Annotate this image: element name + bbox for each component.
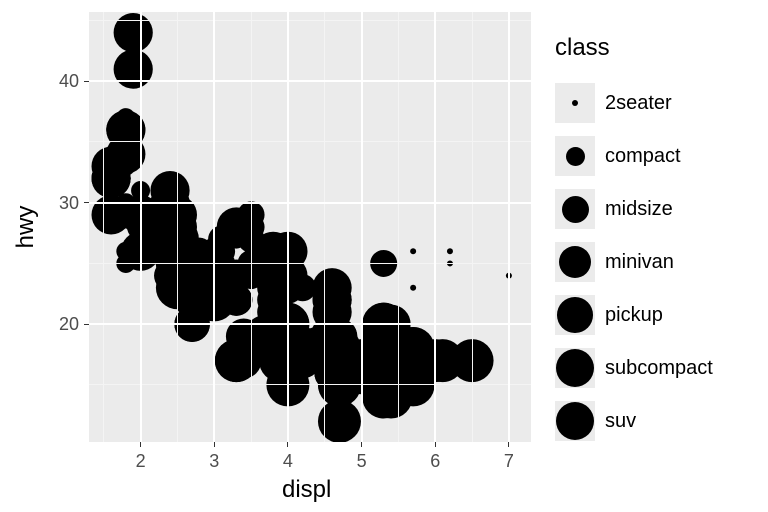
y-axis-title: hwy xyxy=(14,206,38,249)
data-point xyxy=(447,248,453,254)
x-tick-mark xyxy=(361,442,362,447)
legend-label: 2seater xyxy=(605,93,672,113)
x-tick-label: 5 xyxy=(357,452,367,470)
legend-marker xyxy=(559,246,591,278)
x-minor-gridline xyxy=(324,12,325,442)
y-minor-gridline xyxy=(89,141,531,142)
x-gridline xyxy=(361,12,363,442)
y-minor-gridline xyxy=(89,384,531,385)
data-point xyxy=(260,274,287,301)
legend-marker xyxy=(562,196,589,223)
legend-item: midsize xyxy=(555,188,673,230)
y-minor-gridline xyxy=(89,20,531,21)
y-minor-gridline xyxy=(89,263,531,264)
data-point xyxy=(114,13,153,52)
y-tick-mark xyxy=(84,202,89,203)
x-tick-mark xyxy=(508,442,509,447)
data-point xyxy=(410,285,416,291)
legend-item: compact xyxy=(555,135,681,177)
y-gridline xyxy=(89,323,531,325)
legend-label: minivan xyxy=(605,252,674,272)
x-minor-gridline xyxy=(398,12,399,442)
legend-marker xyxy=(566,147,585,166)
x-gridline xyxy=(434,12,436,442)
x-tick-label: 6 xyxy=(430,452,440,470)
legend-item: suv xyxy=(555,400,636,442)
legend-item: subcompact xyxy=(555,347,713,389)
data-point xyxy=(116,108,135,127)
y-tick-mark xyxy=(84,324,89,325)
x-minor-gridline xyxy=(472,12,473,442)
legend-label: pickup xyxy=(605,305,663,325)
data-point xyxy=(227,230,246,249)
legend-label: subcompact xyxy=(605,358,713,378)
data-point xyxy=(313,280,352,319)
legend-marker xyxy=(556,402,594,440)
legend-label: midsize xyxy=(605,199,673,219)
legend-key xyxy=(555,401,595,441)
legend-item: 2seater xyxy=(555,82,672,124)
x-tick-label: 4 xyxy=(283,452,293,470)
legend-item: pickup xyxy=(555,294,663,336)
y-gridline xyxy=(89,202,531,204)
x-tick-mark xyxy=(140,442,141,447)
x-gridline xyxy=(213,12,215,442)
data-point xyxy=(245,238,272,265)
x-tick-mark xyxy=(287,442,288,447)
y-tick-label: 40 xyxy=(59,72,79,90)
legend-key xyxy=(555,348,595,388)
legend-item: minivan xyxy=(555,241,674,283)
legend-key xyxy=(555,136,595,176)
x-tick-mark xyxy=(214,442,215,447)
data-point xyxy=(116,157,135,176)
y-tick-label: 20 xyxy=(59,315,79,333)
legend-key xyxy=(555,189,595,229)
legend-marker xyxy=(557,297,593,333)
legend-marker xyxy=(556,349,594,387)
y-tick-mark xyxy=(84,81,89,82)
x-tick-label: 3 xyxy=(209,452,219,470)
y-gridline xyxy=(89,80,531,82)
x-gridline xyxy=(287,12,289,442)
data-point xyxy=(410,248,416,254)
x-minor-gridline xyxy=(251,12,252,442)
y-tick-label: 30 xyxy=(59,194,79,212)
x-tick-label: 7 xyxy=(504,452,514,470)
x-tick-mark xyxy=(435,442,436,447)
x-tick-label: 2 xyxy=(136,452,146,470)
legend-key xyxy=(555,295,595,335)
legend-label: compact xyxy=(605,146,681,166)
data-point xyxy=(114,49,153,88)
x-gridline xyxy=(508,12,510,442)
legend-marker xyxy=(572,100,578,106)
legend-label: suv xyxy=(605,411,636,431)
data-point xyxy=(186,238,213,265)
x-gridline xyxy=(140,12,142,442)
chart-figure: displ hwy class 2seater compact midsize min… xyxy=(0,0,768,512)
legend-key xyxy=(555,83,595,123)
data-point xyxy=(190,266,209,285)
x-minor-gridline xyxy=(103,12,104,442)
legend-key xyxy=(555,242,595,282)
legend-title: class xyxy=(555,36,610,60)
x-minor-gridline xyxy=(177,12,178,442)
x-axis-title: displ xyxy=(282,478,331,502)
